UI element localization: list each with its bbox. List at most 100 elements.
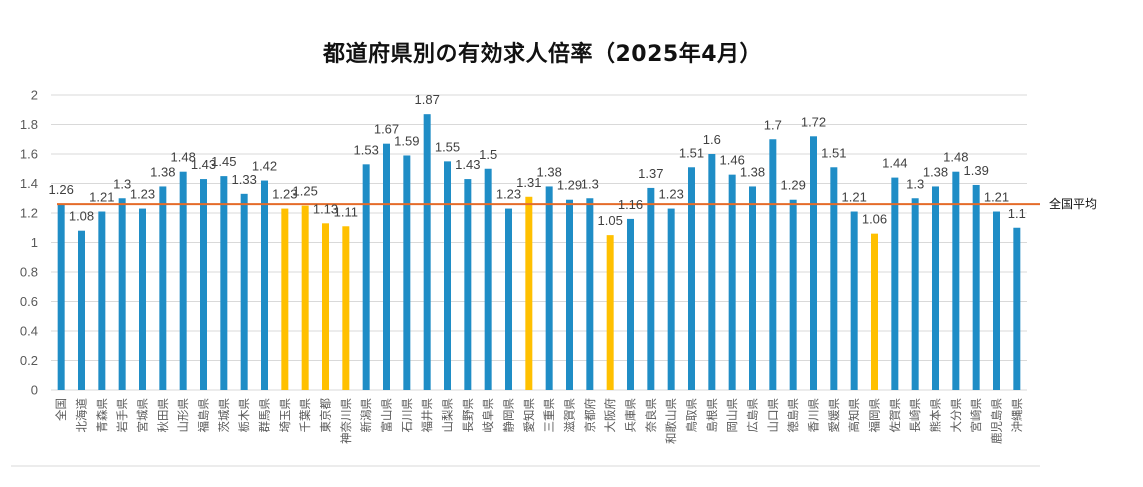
bar	[952, 171, 960, 390]
x-tick-label: 宮崎県	[969, 398, 983, 433]
data-label: 1.38	[537, 164, 562, 179]
bar	[342, 226, 350, 390]
y-tick-label: 0.6	[20, 294, 38, 309]
x-tick-label: 群馬県	[258, 398, 272, 433]
data-label: 1.31	[516, 175, 541, 190]
data-label: 1.48	[943, 150, 968, 165]
bar	[159, 186, 167, 390]
data-label: 1.33	[232, 172, 257, 187]
data-label: 1.5	[479, 147, 497, 162]
data-label: 1.48	[171, 150, 196, 165]
bar	[708, 154, 716, 390]
bar	[688, 167, 695, 390]
data-label: 1.3	[906, 176, 924, 191]
data-label: 1.23	[130, 187, 155, 202]
bar	[98, 211, 106, 390]
y-tick-label: 2	[31, 88, 38, 103]
x-tick-label: 香川県	[807, 398, 821, 433]
data-label: 1.26	[49, 182, 74, 197]
y-tick-label: 1	[31, 235, 38, 250]
bar	[728, 174, 736, 390]
reference-line-group: 全国平均	[57, 196, 1097, 211]
data-label: 1.87	[415, 92, 440, 107]
bar	[240, 193, 248, 390]
data-label: 1.29	[781, 178, 806, 193]
bar	[200, 179, 207, 390]
data-label: 1.23	[272, 187, 297, 202]
x-tick-label: 山梨県	[441, 398, 455, 433]
x-tick-label: 埼玉県	[278, 398, 292, 433]
data-label: 1.23	[496, 187, 521, 202]
bar	[911, 198, 919, 390]
data-label: 1.29	[557, 178, 582, 193]
y-tick-label: 1.2	[20, 206, 38, 221]
data-label: 1.38	[740, 164, 765, 179]
bar	[139, 208, 146, 390]
x-tick-label: 北海道	[75, 398, 89, 433]
data-label: 1.06	[862, 212, 887, 227]
y-tick-label: 1.8	[20, 117, 38, 132]
y-tick-label: 0.4	[20, 324, 38, 339]
x-tick-label: 新潟県	[359, 398, 373, 433]
data-label: 1.1	[1008, 206, 1026, 221]
data-label: 1.13	[313, 201, 338, 216]
x-tick-label: 山口県	[766, 398, 780, 433]
x-tick-label: 東京都	[319, 398, 333, 433]
bar	[647, 187, 655, 390]
data-label: 1.7	[764, 117, 782, 132]
data-label: 1.08	[69, 209, 94, 224]
x-tick-label: 和歌山県	[664, 398, 678, 444]
data-label: 1.46	[720, 153, 745, 168]
data-label: 1.3	[581, 176, 599, 191]
bars	[57, 114, 1021, 391]
data-label: 1.51	[821, 145, 846, 160]
x-tick-label: 山形県	[176, 398, 190, 433]
bar	[972, 184, 980, 390]
data-label: 1.67	[374, 122, 399, 137]
data-label: 1.53	[354, 142, 379, 157]
bar	[179, 171, 187, 390]
data-label: 1.51	[679, 145, 704, 160]
data-label: 1.38	[923, 164, 948, 179]
chart-title: 都道府県別の有効求人倍率（2025年4月）	[322, 42, 763, 67]
data-label: 1.16	[618, 197, 643, 212]
x-tick-label: 青森県	[95, 398, 109, 433]
bar	[830, 167, 838, 390]
bar	[627, 218, 634, 390]
bar	[444, 161, 451, 390]
y-tick-label: 0.8	[20, 265, 38, 280]
bar	[423, 114, 431, 391]
bar	[545, 186, 553, 390]
data-labels: 1.261.081.211.31.231.381.481.431.451.331…	[49, 92, 1026, 228]
data-label: 1.59	[394, 133, 419, 148]
data-label: 1.44	[882, 156, 907, 171]
y-tick-label: 1.6	[20, 147, 38, 162]
data-label: 1.38	[150, 164, 175, 179]
bar	[769, 139, 777, 390]
bar	[464, 179, 472, 390]
x-tick-label: 福岡県	[868, 398, 882, 433]
x-tick-label: 愛媛県	[827, 398, 841, 433]
x-tick-label: 兵庫県	[624, 398, 638, 433]
data-label: 1.55	[435, 139, 460, 154]
bar	[993, 211, 1000, 390]
data-label: 1.21	[984, 190, 1009, 205]
bar	[1013, 227, 1021, 390]
bar	[525, 196, 533, 390]
data-label: 1.43	[455, 157, 480, 172]
data-label: 1.11	[334, 204, 358, 219]
bar	[789, 199, 797, 390]
data-label: 1.6	[703, 132, 721, 147]
x-tick-label: 静岡県	[502, 398, 516, 433]
bar	[362, 164, 370, 390]
bar	[484, 168, 492, 390]
x-tick-label: 岩手県	[115, 398, 129, 433]
x-tick-label: 滋賀県	[563, 398, 577, 433]
x-tick-label: 熊本県	[929, 398, 943, 433]
bar	[78, 230, 85, 390]
x-tick-label: 愛知県	[522, 398, 536, 433]
data-label: 1.39	[964, 163, 989, 178]
x-tick-label: 佐賀県	[888, 398, 902, 433]
data-label: 1.21	[89, 190, 114, 205]
